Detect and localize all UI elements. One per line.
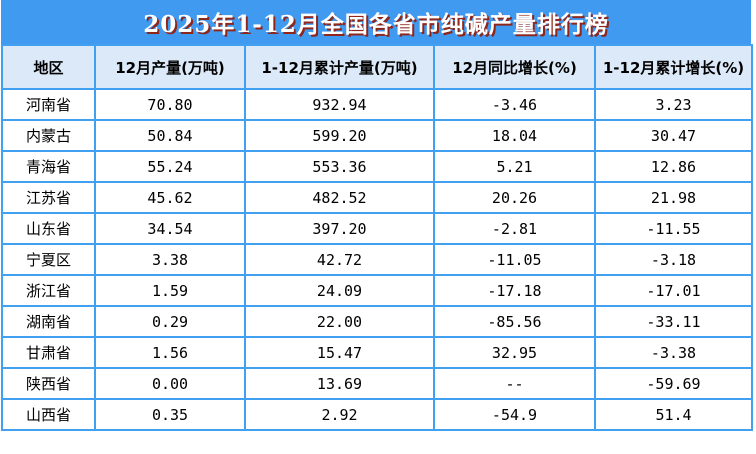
cell-value: 397.20 bbox=[244, 212, 435, 245]
cell-value: -17.01 bbox=[594, 274, 753, 307]
column-header-4: 1-12月累计增长(%) bbox=[594, 44, 753, 90]
table-row: 陕西省 0.00 13.69 -- -59.69 bbox=[1, 367, 753, 400]
cell-value: -3.38 bbox=[594, 336, 753, 369]
cell-value: -11.55 bbox=[594, 212, 753, 245]
table-row: 青海省 55.24 553.36 5.21 12.86 bbox=[1, 150, 753, 183]
cell-value: 0.35 bbox=[94, 398, 246, 431]
cell-value: 0.00 bbox=[94, 367, 246, 400]
cell-value: 2.92 bbox=[244, 398, 435, 431]
production-table: 地区 12月产量(万吨) 1-12月累计产量(万吨) 12月同比增长(%) 1-12月累… bbox=[1, 44, 753, 431]
cell-value: 932.94 bbox=[244, 88, 435, 121]
ranking-table-panel: 2025年1-12月全国各省市纯碱产量排行榜 地区 12月产量(万吨) 1-12月累… bbox=[1, 0, 753, 431]
cell-value: 20.26 bbox=[433, 181, 596, 214]
table-row: 山东省 34.54 397.20 -2.81 -11.55 bbox=[1, 212, 753, 245]
cell-value: 50.84 bbox=[94, 119, 246, 152]
cell-value: 1.59 bbox=[94, 274, 246, 307]
cell-value: -59.69 bbox=[594, 367, 753, 400]
cell-value: 45.62 bbox=[94, 181, 246, 214]
cell-value: -17.18 bbox=[433, 274, 596, 307]
cell-value: 3.38 bbox=[94, 243, 246, 276]
cell-value: 482.52 bbox=[244, 181, 435, 214]
cell-value: -85.56 bbox=[433, 305, 596, 338]
column-header-1: 12月产量(万吨) bbox=[94, 44, 246, 90]
cell-value: 22.00 bbox=[244, 305, 435, 338]
cell-value: -33.11 bbox=[594, 305, 753, 338]
cell-value: 30.47 bbox=[594, 119, 753, 152]
cell-value: -3.18 bbox=[594, 243, 753, 276]
cell-region: 河南省 bbox=[1, 88, 96, 121]
cell-value: -11.05 bbox=[433, 243, 596, 276]
cell-value: -- bbox=[433, 367, 596, 400]
table-row: 内蒙古 50.84 599.20 18.04 30.47 bbox=[1, 119, 753, 152]
cell-value: -54.9 bbox=[433, 398, 596, 431]
cell-region: 江苏省 bbox=[1, 181, 96, 214]
title-bar: 2025年1-12月全国各省市纯碱产量排行榜 bbox=[1, 0, 751, 44]
column-header-0: 地区 bbox=[1, 44, 96, 90]
header-row: 地区 12月产量(万吨) 1-12月累计产量(万吨) 12月同比增长(%) 1-12月累… bbox=[1, 44, 753, 90]
cell-value: 32.95 bbox=[433, 336, 596, 369]
cell-value: 12.86 bbox=[594, 150, 753, 183]
cell-value: -2.81 bbox=[433, 212, 596, 245]
column-header-3: 12月同比增长(%) bbox=[433, 44, 596, 90]
cell-region: 内蒙古 bbox=[1, 119, 96, 152]
table-row: 宁夏区 3.38 42.72 -11.05 -3.18 bbox=[1, 243, 753, 276]
cell-value: 599.20 bbox=[244, 119, 435, 152]
cell-region: 浙江省 bbox=[1, 274, 96, 307]
table-row: 浙江省 1.59 24.09 -17.18 -17.01 bbox=[1, 274, 753, 307]
cell-value: 24.09 bbox=[244, 274, 435, 307]
cell-value: 21.98 bbox=[594, 181, 753, 214]
cell-value: 18.04 bbox=[433, 119, 596, 152]
table-row: 山西省 0.35 2.92 -54.9 51.4 bbox=[1, 398, 753, 431]
page-title: 2025年1-12月全国各省市纯碱产量排行榜 bbox=[143, 11, 609, 38]
cell-region: 湖南省 bbox=[1, 305, 96, 338]
table-row: 甘肃省 1.56 15.47 32.95 -3.38 bbox=[1, 336, 753, 369]
cell-value: 5.21 bbox=[433, 150, 596, 183]
cell-value: 42.72 bbox=[244, 243, 435, 276]
cell-value: 3.23 bbox=[594, 88, 753, 121]
cell-region: 陕西省 bbox=[1, 367, 96, 400]
cell-value: 34.54 bbox=[94, 212, 246, 245]
cell-value: 51.4 bbox=[594, 398, 753, 431]
cell-region: 宁夏区 bbox=[1, 243, 96, 276]
cell-value: 1.56 bbox=[94, 336, 246, 369]
cell-value: 0.29 bbox=[94, 305, 246, 338]
cell-value: 15.47 bbox=[244, 336, 435, 369]
cell-region: 青海省 bbox=[1, 150, 96, 183]
cell-region: 山东省 bbox=[1, 212, 96, 245]
cell-region: 山西省 bbox=[1, 398, 96, 431]
column-header-2: 1-12月累计产量(万吨) bbox=[244, 44, 435, 90]
cell-value: 70.80 bbox=[94, 88, 246, 121]
cell-value: 553.36 bbox=[244, 150, 435, 183]
table-row: 河南省 70.80 932.94 -3.46 3.23 bbox=[1, 88, 753, 121]
cell-value: 55.24 bbox=[94, 150, 246, 183]
table-row: 江苏省 45.62 482.52 20.26 21.98 bbox=[1, 181, 753, 214]
cell-value: 13.69 bbox=[244, 367, 435, 400]
cell-region: 甘肃省 bbox=[1, 336, 96, 369]
table-row: 湖南省 0.29 22.00 -85.56 -33.11 bbox=[1, 305, 753, 338]
cell-value: -3.46 bbox=[433, 88, 596, 121]
